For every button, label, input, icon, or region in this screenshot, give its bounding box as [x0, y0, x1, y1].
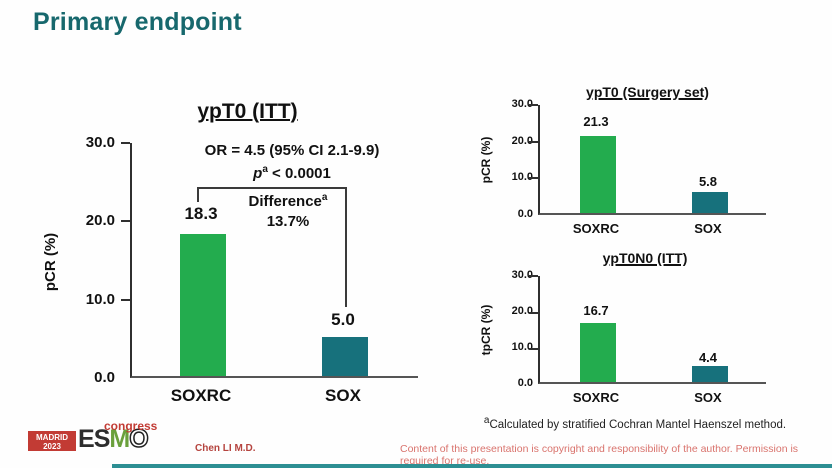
y-tick-10: 10.0	[511, 171, 533, 183]
tick-mark	[529, 177, 538, 179]
plot-area-ypt0-itt	[121, 142, 418, 378]
y-axis-label: pCR (%)	[42, 232, 59, 292]
tick-mark	[529, 141, 538, 143]
y-tick-0: 0.0	[94, 369, 115, 386]
footer-accent-bar	[112, 464, 832, 468]
chart-title-ypt0-surgery: ypT0 (Surgery set)	[586, 84, 709, 100]
p-superscript: a	[262, 164, 268, 175]
y-tick-0: 0.0	[517, 208, 533, 220]
plot-area-ypt0n0-itt	[529, 275, 766, 384]
tick-mark	[529, 275, 538, 277]
author-name: Chen LI M.D.	[195, 443, 256, 454]
bar-sox	[692, 192, 728, 213]
bar-soxrc	[180, 233, 226, 376]
x-label-soxrc: SOXRC	[170, 386, 232, 405]
y-axis-label: tpCR (%)	[479, 304, 493, 356]
logo-city: MADRID	[36, 433, 68, 442]
tick-mark	[529, 348, 538, 350]
chart-title-ypt0n0-itt: ypT0N0 (ITT)	[602, 250, 688, 266]
x-label-soxrc: SOXRC	[572, 221, 620, 236]
p-value-text: < 0.0001	[267, 165, 331, 182]
plot-area-ypt0-surgery	[529, 104, 766, 215]
difference-label: Differencea	[248, 192, 328, 210]
esmo-logo: ESMO	[78, 424, 149, 454]
bar-value-soxrc: 16.7	[583, 303, 609, 318]
bar-sox	[322, 337, 368, 376]
difference-value: 13.7%	[266, 213, 310, 230]
tick-mark	[121, 220, 130, 222]
p-value-annotation: pa < 0.0001	[167, 164, 417, 182]
comparison-bracket-horizontal	[197, 187, 347, 189]
x-label-sox: SOX	[694, 221, 722, 236]
footnote-text: Calculated by stratified Cochran Mantel …	[489, 418, 787, 431]
p-variable: p	[253, 165, 263, 182]
x-label-sox: SOX	[694, 390, 722, 405]
y-tick-10: 10.0	[511, 341, 533, 353]
y-tick-30: 30.0	[511, 98, 533, 110]
tick-mark	[121, 142, 130, 144]
comparison-bracket-left	[197, 187, 199, 202]
esmo-madrid-badge: MADRID 2023	[28, 431, 76, 451]
tick-mark	[121, 299, 130, 301]
bar-value-sox: 4.4	[698, 350, 718, 365]
tick-mark	[529, 104, 538, 106]
chart-title-ypt0-itt: ypT0 (ITT)	[197, 100, 298, 123]
congress-label: congress	[104, 419, 158, 433]
y-tick-0: 0.0	[517, 377, 533, 389]
y-tick-10: 10.0	[85, 291, 115, 308]
x-label-soxrc: SOXRC	[572, 390, 620, 405]
bar-sox	[692, 366, 728, 382]
bar-value-sox: 5.8	[698, 174, 718, 189]
page-title: Primary endpoint	[33, 8, 242, 36]
logo-year: 2023	[43, 442, 61, 451]
odds-ratio-annotation: OR = 4.5 (95% CI 2.1-9.9)	[204, 142, 380, 159]
bar-value-sox: 5.0	[331, 310, 355, 329]
difference-superscript: a	[321, 192, 328, 203]
comparison-bracket-right	[345, 187, 347, 307]
footnote-superscript: a	[483, 415, 490, 426]
tick-mark	[529, 312, 538, 314]
y-tick-30: 30.0	[85, 134, 115, 151]
y-tick-20: 20.0	[511, 135, 533, 147]
bar-value-soxrc: 18.3	[184, 204, 218, 223]
bar-value-soxrc: 21.3	[583, 114, 609, 129]
x-label-sox: SOX	[325, 386, 361, 405]
bar-soxrc	[580, 323, 616, 382]
method-footnote: aCalculated by stratified Cochran Mantel…	[460, 415, 810, 431]
y-axis-label: pCR (%)	[479, 136, 493, 184]
y-tick-20: 20.0	[511, 305, 533, 317]
bar-soxrc	[580, 136, 616, 213]
y-tick-20: 20.0	[85, 212, 115, 229]
y-tick-30: 30.0	[511, 269, 533, 281]
